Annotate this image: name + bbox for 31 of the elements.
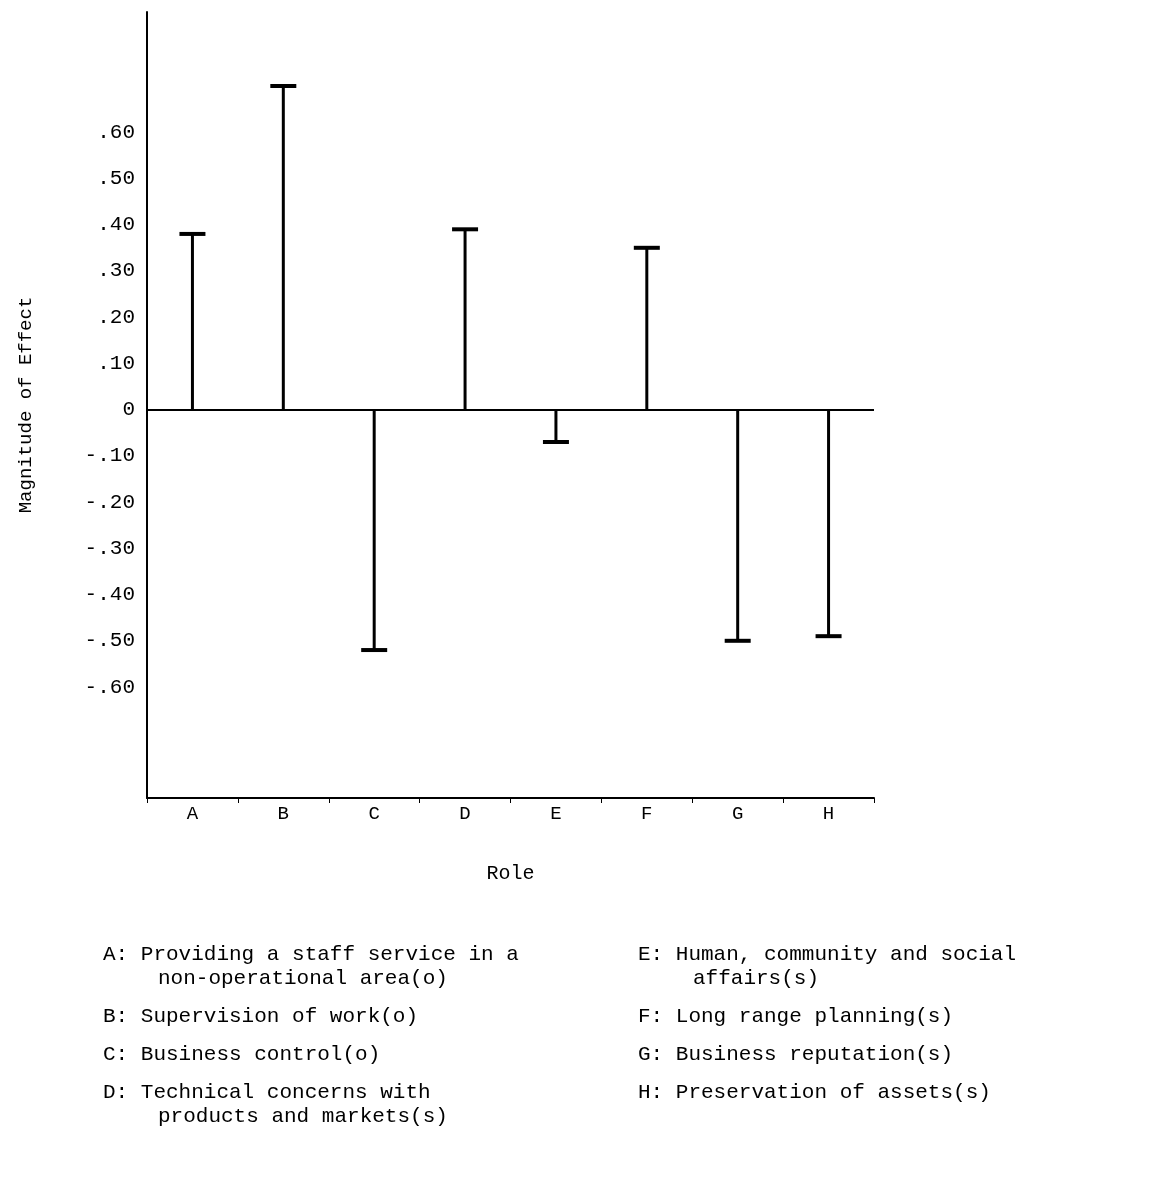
y-tick-label: .30: [97, 259, 135, 283]
text: E: Human, community and social affairs(s): [638, 943, 1018, 991]
text: D: Technical concerns with products and markets(s): [103, 1081, 449, 1129]
text: H: Preservation of assets(s): [638, 1081, 992, 1105]
x-tick-label: G: [731, 802, 744, 825]
text: B: Supervision of work(o): [103, 1005, 420, 1029]
x-tick-label: D: [459, 802, 471, 825]
x-tick-label: B: [277, 802, 290, 825]
x-tick-label: C: [368, 802, 380, 825]
y-axis-title: Magnitude of Effect: [14, 296, 37, 514]
y-tick-label: -.50: [84, 629, 135, 653]
x-tick-label: A: [186, 802, 199, 825]
x-tick-label: E: [550, 802, 562, 825]
y-tick-label: -.40: [84, 583, 135, 607]
x-tick-label: H: [822, 802, 835, 825]
y-tick-label: -.60: [84, 675, 135, 699]
text: C: Business control(o): [103, 1043, 382, 1067]
y-tick-label: .50: [97, 166, 135, 190]
x-axis-title: Role: [486, 861, 535, 885]
y-tick-label: -.30: [84, 536, 135, 560]
x-tick-label: F: [641, 802, 653, 825]
y-tick-label: .20: [97, 305, 135, 329]
y-tick-label: -.20: [84, 490, 135, 514]
y-tick-label: .10: [97, 351, 135, 375]
y-tick-label: -.10: [84, 444, 135, 468]
text: A: Providing a staff service in a non-operational area(o): [103, 943, 520, 991]
text: G: Business reputation(s): [638, 1043, 955, 1067]
y-tick-label: .60: [97, 120, 135, 144]
y-tick-label: .40: [97, 213, 135, 237]
y-tick-label: 0: [122, 398, 135, 422]
text: F: Long range planning(s): [638, 1005, 955, 1029]
